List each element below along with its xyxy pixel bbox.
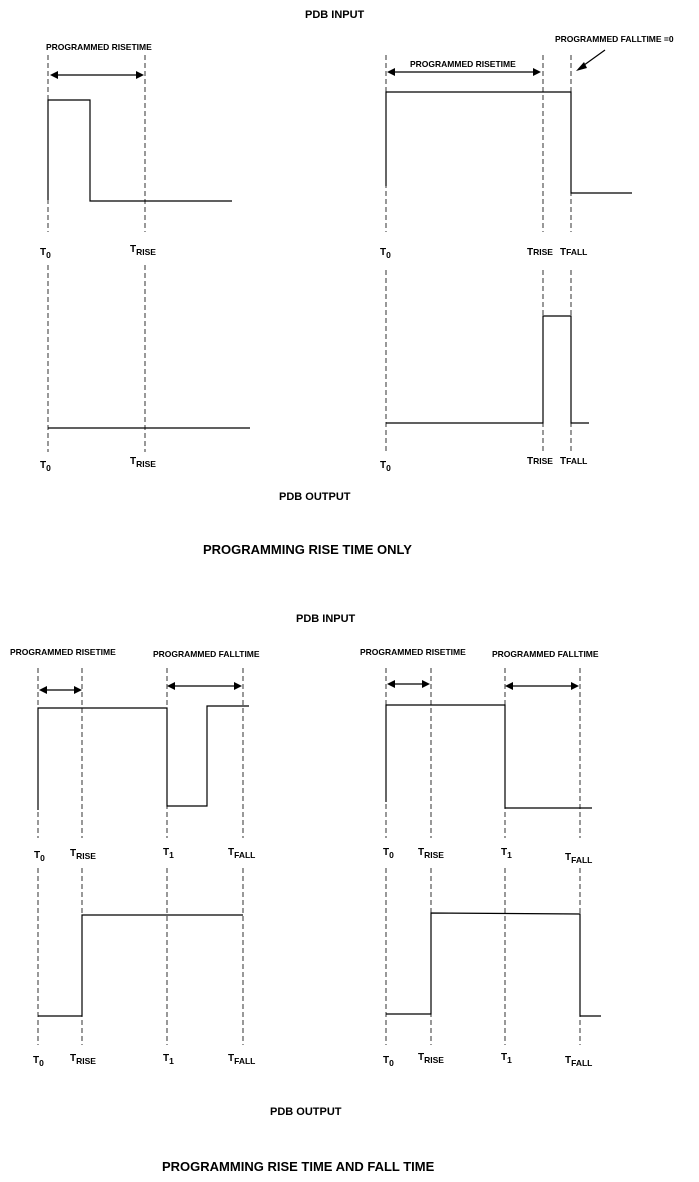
bottom-left-output-waveform: [38, 914, 243, 1017]
top-right-risetime-arrowhead-left: [387, 68, 395, 76]
bottom-left-out-trise-label: TRISE: [70, 1053, 96, 1066]
top-right-output-waveform: [386, 315, 589, 424]
bottom-right-trise-label: TRISE: [418, 847, 444, 860]
top-left-input-waveform: [47, 99, 232, 202]
top-right-falltime-pointer-head: [576, 62, 587, 71]
bottom-right-tfall-label: TFALL: [565, 852, 592, 865]
bottom-right-input-waveform: [385, 704, 592, 809]
top-left-out-trise-label: TRISE: [130, 456, 156, 469]
top-right-out-t0-label: T0: [380, 460, 391, 473]
bottom-left-t0-label: T0: [34, 850, 45, 863]
bottom-pdb-input-header: PDB INPUT: [296, 613, 356, 625]
bottom-left-input-waveform: [37, 705, 249, 810]
top-right-falltime-label: PROGRAMMED FALLTIME =0: [555, 34, 674, 44]
bottom-right-risetime-arrowhead-left: [387, 680, 395, 688]
bottom-right-falltime-label: PROGRAMMED FALLTIME: [492, 649, 599, 659]
top-right-out-trise-label: TRISE: [527, 456, 553, 467]
top-left-out-t0-label: T0: [40, 460, 51, 473]
top-left-risetime-label: PROGRAMMED RISETIME: [46, 42, 152, 52]
top-left-risetime-arrowhead-right: [136, 71, 144, 79]
bottom-caption: PROGRAMMING RISE TIME AND FALL TIME: [162, 1159, 435, 1174]
bottom-right-out-tfall-label: TFALL: [565, 1055, 592, 1068]
bottom-right-t0-label: T0: [383, 847, 394, 860]
top-left-risetime-arrowhead-left: [50, 71, 58, 79]
bottom-left-out-t1-label: T1: [163, 1053, 174, 1066]
bottom-left-t1-label: T1: [163, 847, 174, 860]
top-pdb-input-header: PDB INPUT: [305, 9, 365, 21]
top-left-panel: PROGRAMMED RISETIME T0 TRISE T0 TRISE: [40, 42, 250, 473]
bottom-right-out-trise-label: TRISE: [418, 1052, 444, 1065]
top-right-out-tfall-label: TFALL: [560, 456, 587, 467]
bottom-left-panel: PROGRAMMED RISETIME PROGRAMMED FALLTIME …: [10, 647, 260, 1068]
bottom-pdb-output-header: PDB OUTPUT: [270, 1106, 342, 1118]
bottom-right-risetime-label: PROGRAMMED RISETIME: [360, 647, 466, 657]
top-right-input-waveform: [385, 91, 632, 194]
bottom-left-risetime-arrowhead-left: [39, 686, 47, 694]
top-right-risetime-arrowhead-right: [533, 68, 541, 76]
bottom-left-falltime-arrowhead-left: [167, 682, 175, 690]
top-pdb-output-header: PDB OUTPUT: [279, 491, 351, 503]
bottom-right-falltime-arrowhead-left: [505, 682, 513, 690]
bottom-left-tfall-label: TFALL: [228, 847, 255, 860]
bottom-left-falltime-arrowhead-right: [234, 682, 242, 690]
top-right-risetime-label: PROGRAMMED RISETIME: [410, 59, 516, 69]
bottom-right-risetime-arrowhead-right: [422, 680, 430, 688]
bottom-right-output-waveform: [386, 912, 601, 1017]
bottom-right-panel: PROGRAMMED RISETIME PROGRAMMED FALLTIME …: [360, 647, 601, 1068]
bottom-left-trise-label: TRISE: [70, 848, 96, 861]
bottom-right-t1-label: T1: [501, 847, 512, 860]
top-right-t0-label: T0: [380, 247, 391, 260]
bottom-left-out-t0-label: T0: [33, 1055, 44, 1068]
top-right-panel: PROGRAMMED FALLTIME =0 PROGRAMMED RISETI…: [380, 34, 674, 473]
bottom-left-risetime-label: PROGRAMMED RISETIME: [10, 647, 116, 657]
top-right-trise-label: TRISE: [527, 247, 553, 258]
bottom-right-out-t0-label: T0: [383, 1055, 394, 1068]
top-right-tfall-label: TFALL: [560, 247, 587, 258]
bottom-right-falltime-arrowhead-right: [571, 682, 579, 690]
top-left-trise-label: TRISE: [130, 244, 156, 257]
bottom-left-risetime-arrowhead-right: [74, 686, 82, 694]
bottom-left-out-tfall-label: TFALL: [228, 1053, 255, 1066]
top-left-t0-label: T0: [40, 247, 51, 260]
bottom-right-out-t1-label: T1: [501, 1052, 512, 1065]
top-caption: PROGRAMMING RISE TIME ONLY: [203, 542, 412, 557]
bottom-left-falltime-label: PROGRAMMED FALLTIME: [153, 649, 260, 659]
